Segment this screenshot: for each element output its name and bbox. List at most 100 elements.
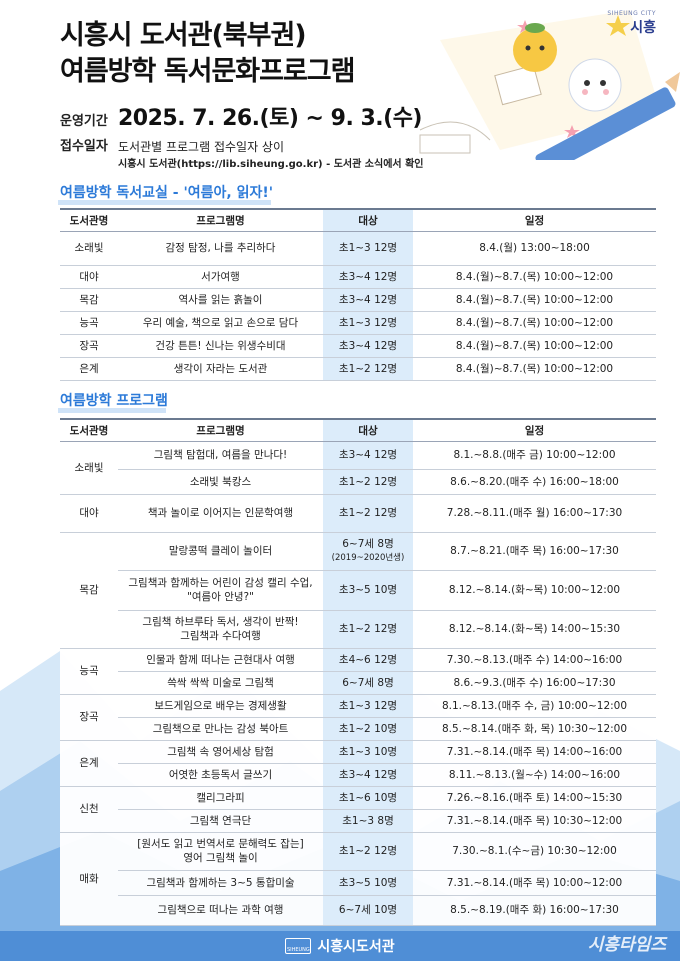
program-cell: 어엿한 초등독서 글쓰기 [118,763,323,787]
table-row: 그림책 하브루타 독서, 생각이 반짝! 그림책과 수다여행 초1~2 12명 … [60,610,656,649]
program-cell: 인물과 함께 떠나는 근현대사 여행 [118,648,323,672]
table-row: 소래빛 감정 탐정, 나를 추리하다 초1~3 12명 8.4.(월) 13:0… [60,231,656,266]
schedule-cell: 7.31.~8.14.(매주 목) 10:00~12:00 [413,870,656,896]
news-watermark: 시흥타임즈 [587,935,666,955]
table-row: 소래빛 북캉스 초1~2 12명 8.6.~8.20.(매주 수) 16:00~… [60,469,656,495]
schedule-cell: 8.4.(월) 13:00~18:00 [413,231,656,266]
schedule-cell: 8.7.~8.21.(매주 목) 16:00~17:30 [413,532,656,571]
program-cell: 생각이 자라는 도서관 [118,357,323,381]
program-cell: 역사를 읽는 흙놀이 [118,288,323,312]
footer-library-logo: SIHEUNG 시흥시도서관 [285,936,395,956]
library-cell: 신천 [60,786,118,833]
target-cell: 6~7세 8명 (2019~2020년생) [323,532,413,571]
library-cell: 은계 [60,740,118,787]
table-row: 은계 생각이 자라는 도서관 초1~2 12명 8.4.(월)~8.7.(목) … [60,357,656,381]
schedule-cell: 8.5.~8.19.(매주 화) 16:00~17:30 [413,895,656,926]
target-cell: 초1~3 12명 [323,694,413,718]
target-cell: 초3~4 12명 [323,288,413,312]
program-cell: 그림책 하브루타 독서, 생각이 반짝! 그림책과 수다여행 [118,610,323,649]
title-line-2: 여름방학 독서문화프로그램 [60,56,355,87]
section-reading-class-title: 여름방학 독서교실 - '여름아, 읽자!' [57,182,273,205]
schedule-cell: 8.4.(월)~8.7.(목) 10:00~12:00 [413,265,656,289]
schedule-cell: 8.4.(월)~8.7.(목) 10:00~12:00 [413,311,656,335]
table-row: 매화 [원서도 읽고 번역서로 문해력도 잡는] 영어 그림책 놀이 초1~2 … [60,832,656,926]
program-cell: 소래빛 북캉스 [118,469,323,495]
program-line-2: "여름아 안녕?" [187,591,254,603]
table-row: 신천 캘리그라피 초1~6 10명 7.26.~8.16.(매주 토) 14:0… [60,786,656,833]
logo-caption: SIHEUNG CITY [607,10,656,17]
footer: SIHEUNG 시흥시도서관 [0,931,680,961]
program-cell: 그림책 연극단 [118,809,323,833]
library-cell: 장곡 [60,694,118,741]
target-cell: 초1~2 12명 [323,832,413,871]
table-row: 쓱싹 싹싹 미술로 그림책 6~7세 8명 8.6.~9.3.(매주 수) 16… [60,671,656,695]
schedule-cell: 8.12.~8.14.(화~목) 14:00~15:30 [413,610,656,649]
header-schedule: 일정 [413,419,656,442]
schedule-cell: 8.1.~8.8.(매주 금) 10:00~12:00 [413,441,656,470]
reception-line-2[interactable]: 시흥시 도서관(https://lib.siheung.go.kr) - 도서관… [118,159,424,170]
schedule-cell: 8.11.~8.13.(월~수) 14:00~16:00 [413,763,656,787]
target-cell: 초1~3 12명 [323,231,413,266]
program-cell: [원서도 읽고 번역서로 문해력도 잡는] 영어 그림책 놀이 [118,832,323,871]
program-line-2: 영어 그림책 놀이 [183,852,258,864]
table-row: 대야 서가여행 초3~4 12명 8.4.(월)~8.7.(목) 10:00~1… [60,265,656,289]
section-summer-program-title: 여름방학 프로그램 [58,390,168,413]
program-cell: 그림책 탐험대, 여름을 만나다! [118,441,323,470]
program-cell: 감정 탐정, 나를 추리하다 [118,231,323,266]
program-line-2: 그림책과 수다여행 [180,630,261,642]
table-header-row: 도서관명 프로그램명 대상 일정 [60,419,656,442]
program-cell: 그림책으로 떠나는 과학 여행 [118,895,323,926]
program-cell: 그림책으로 만나는 감성 북아트 [118,717,323,741]
reception-label: 접수일자 [60,139,108,154]
target-cell: 초1~2 10명 [323,717,413,741]
target-cell: 초1~2 12명 [323,494,413,533]
table-row: 대야 책과 놀이로 이어지는 인문학여행 초1~2 12명 7.28.~8.11… [60,494,656,533]
schedule-cell: 7.28.~8.11.(매주 월) 16:00~17:30 [413,494,656,533]
header-target: 대상 [323,209,413,232]
program-cell: 우리 예술, 책으로 읽고 손으로 담다 [118,311,323,335]
schedule-cell: 8.4.(월)~8.7.(목) 10:00~12:00 [413,334,656,358]
target-cell: 초3~4 12명 [323,763,413,787]
schedule-cell: 8.1.~8.13.(매주 수, 금) 10:00~12:00 [413,694,656,718]
table-row: 장곡 보드게임으로 배우는 경제생활 초1~3 12명 8.1.~8.13.(매… [60,694,656,741]
table-row: 은계 그림책 속 영어세상 탐험 초1~3 10명 7.31.~8.14.(매주… [60,740,656,787]
operation-period: 운영기간 2025. 7. 26.(토) ~ 9. 3.(수) [60,100,422,132]
library-cell: 목감 [60,532,118,649]
target-cell: 초1~2 12명 [323,357,413,381]
header-library: 도서관명 [60,419,118,442]
schedule-cell: 8.6.~8.20.(매주 수) 16:00~18:00 [413,469,656,495]
target-cell: 6~7세 8명 [323,671,413,695]
header-schedule: 일정 [413,209,656,232]
target-cell: 초3~4 12명 [323,265,413,289]
schedule-cell: 7.30.~8.13.(매주 수) 14:00~16:00 [413,648,656,672]
library-cell: 능곡 [60,648,118,695]
schedule-cell: 7.31.~8.14.(매주 목) 14:00~16:00 [413,740,656,764]
table-row: 그림책과 함께하는 3~5 통합미술 초3~5 10명 7.31.~8.14.(… [60,870,656,896]
page-title: 시흥시 도서관(북부권) 여름방학 독서문화프로그램 [60,18,355,90]
program-cell: 보드게임으로 배우는 경제생활 [118,694,323,718]
library-cell: 소래빛 [60,231,118,266]
target-sub: (2019~2020년생) [331,553,405,563]
table-row: 능곡 인물과 함께 떠나는 근현대사 여행 초4~6 12명 7.30.~8.1… [60,648,656,695]
library-book-icon: SIHEUNG [285,938,312,954]
table-row: 목감 말랑콩떡 클레이 놀이터 6~7세 8명 (2019~2020년생) 8.… [60,532,656,649]
target-cell: 초1~3 10명 [323,740,413,764]
period-value: 2025. 7. 26.(토) ~ 9. 3.(수) [118,106,422,131]
table-row: 그림책으로 떠나는 과학 여행 6~7세 10명 8.5.~8.19.(매주 화… [60,895,656,926]
period-label: 운영기간 [60,114,108,129]
schedule-cell: 8.4.(월)~8.7.(목) 10:00~12:00 [413,357,656,381]
program-cell: 서가여행 [118,265,323,289]
target-main: 6~7세 8명 [342,538,394,550]
target-cell: 초1~3 8명 [323,809,413,833]
schedule-cell: 8.5.~8.14.(매주 화, 목) 10:30~12:00 [413,717,656,741]
library-cell: 대야 [60,265,118,289]
table-row: 어엿한 초등독서 글쓰기 초3~4 12명 8.11.~8.13.(월~수) 1… [60,763,656,787]
target-cell: 초3~4 12명 [323,334,413,358]
target-cell: 초1~6 10명 [323,786,413,810]
schedule-cell: 8.6.~9.3.(매주 수) 16:00~17:30 [413,671,656,695]
schedule-cell: 7.26.~8.16.(매주 토) 14:00~15:30 [413,786,656,810]
program-cell: 쓱싹 싹싹 미술로 그림책 [118,671,323,695]
library-cell: 은계 [60,357,118,381]
program-cell: 그림책 속 영어세상 탐험 [118,740,323,764]
schedule-cell: 8.12.~8.14.(화~목) 10:00~12:00 [413,570,656,611]
